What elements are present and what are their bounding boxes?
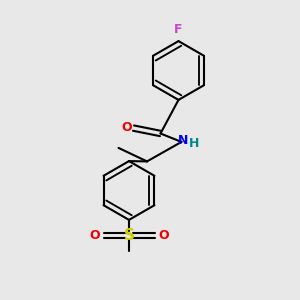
Text: F: F — [174, 23, 183, 36]
Text: H: H — [189, 137, 199, 150]
Text: O: O — [89, 229, 100, 242]
Text: S: S — [124, 228, 134, 243]
Text: O: O — [158, 229, 169, 242]
Text: O: O — [122, 121, 132, 134]
Text: N: N — [178, 134, 188, 147]
